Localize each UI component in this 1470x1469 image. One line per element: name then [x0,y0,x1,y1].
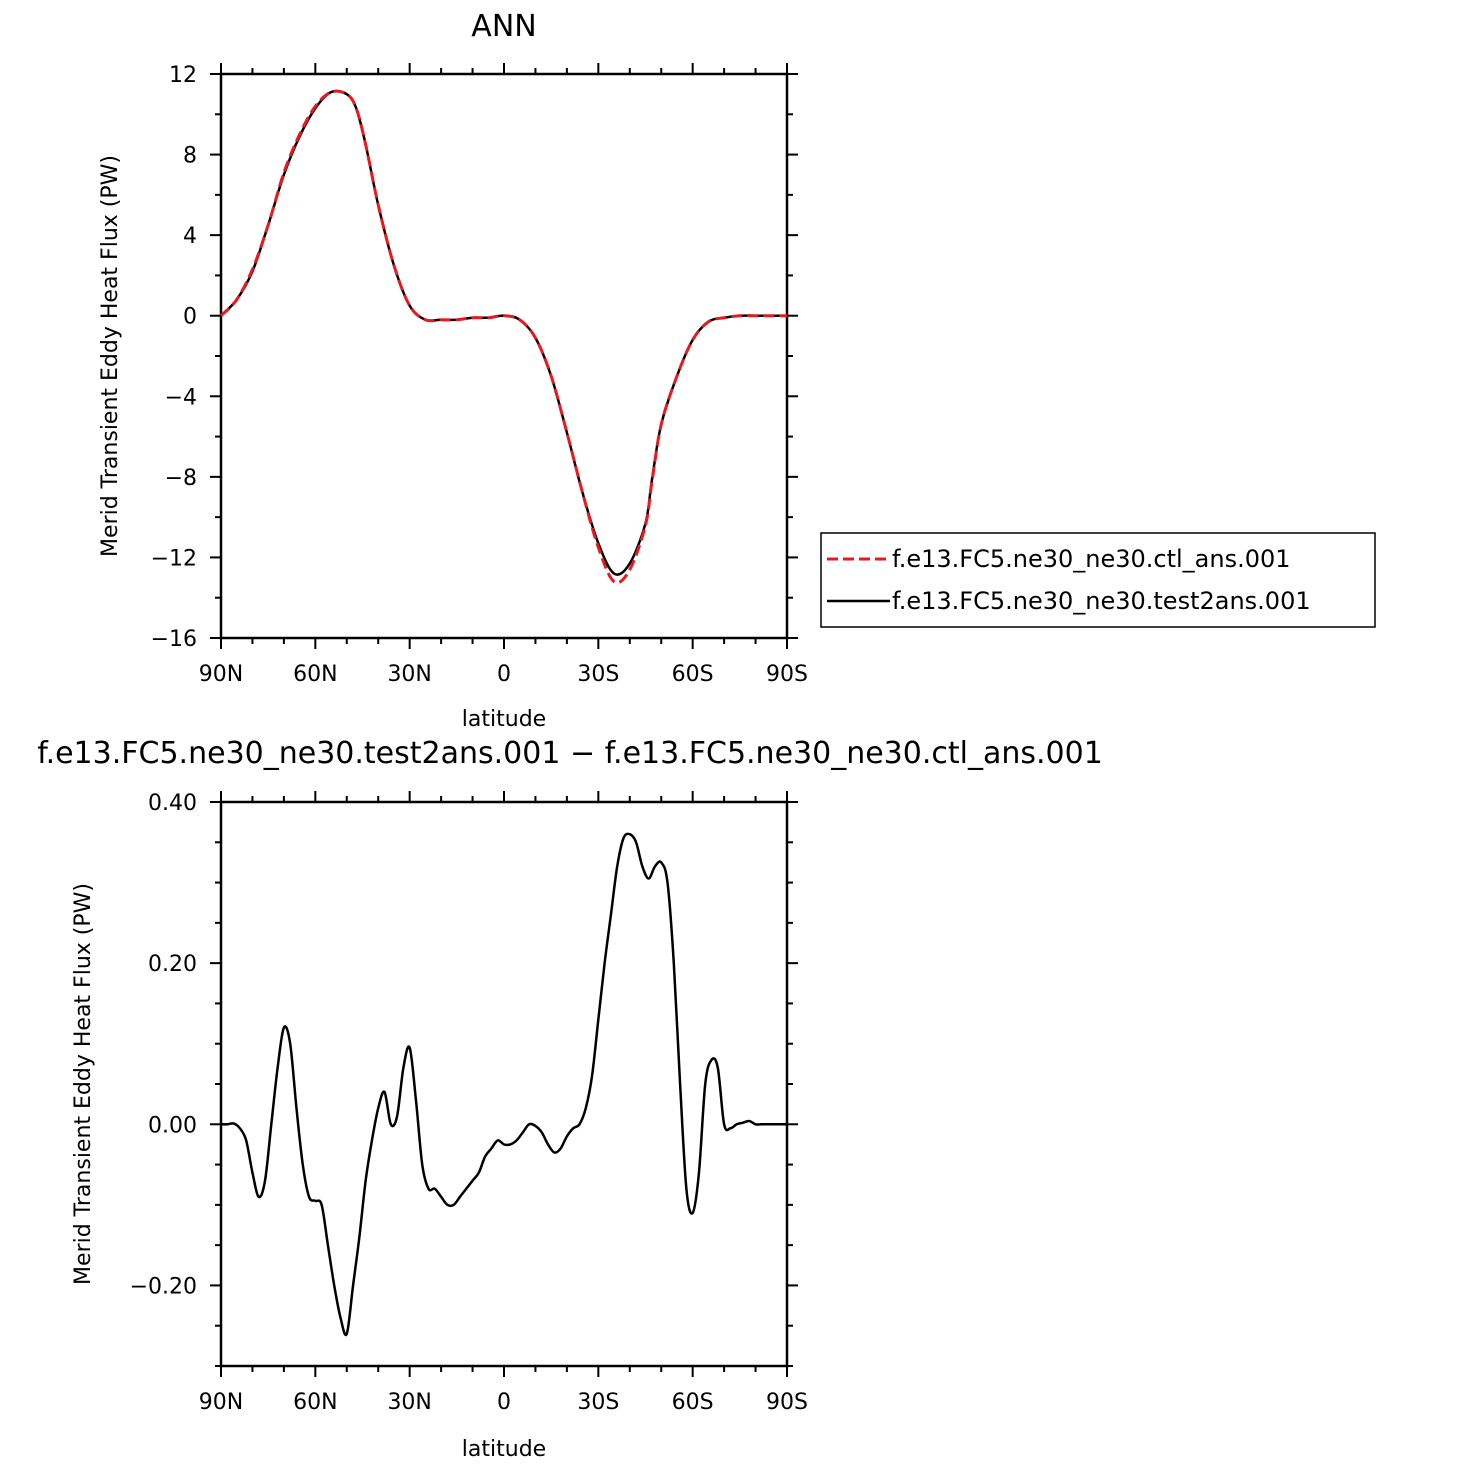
x-tick-label: 0 [497,662,511,687]
y-tick-label: 4 [183,224,197,249]
y-tick-label: −16 [151,627,197,652]
legend-box [820,532,1376,628]
chart-bottom-lines [220,832,787,1337]
x-tick-label: 90N [199,662,243,687]
chart-bottom-ticks: 90N 60N 30N 0 30S 60S 90S 0.40 0.20 0.00 −0.20 [130,791,808,1415]
y-tick-label: 8 [183,144,197,169]
x-tick-label: 90S [766,1390,808,1415]
y-tick-label: 0.20 [148,952,197,977]
x-tick-label: 30N [387,662,431,687]
chart-bottom-y-axis-label: Merid Transient Eddy Heat Flux (PW) [71,883,96,1285]
y-tick-label: 0.40 [148,791,197,816]
x-tick-label: 0 [497,1390,511,1415]
x-tick-label: 60S [672,662,714,687]
legend-label-test2: f.e13.FC5.ne30_ne30.test2ans.001 [892,587,1311,615]
chart-top-x-axis-label: latitude [462,707,546,732]
series-line-0 [220,89,787,576]
x-tick-label: 60N [293,1390,337,1415]
series-line-0 [220,832,787,1337]
y-tick-label: −4 [165,385,197,410]
legend-label-ctl: f.e13.FC5.ne30_ne30.ctl_ans.001 [892,545,1291,573]
y-tick-label: 0.00 [148,1113,197,1138]
x-tick-label: 60N [293,662,337,687]
chart-bottom-title: f.e13.FC5.ne30_ne30.test2ans.001 − f.e13… [37,736,1103,771]
y-tick-label: 0 [183,305,197,330]
chart-bottom-x-axis-label: latitude [462,1437,546,1462]
legend: f.e13.FC5.ne30_ne30.ctl_ans.001 f.e13.FC… [820,532,1376,628]
chart-top-y-axis-label: Merid Transient Eddy Heat Flux (PW) [98,155,123,557]
series-line-1 [219,89,787,585]
chart-top-title: ANN [471,9,536,44]
y-tick-label: −0.20 [130,1274,197,1299]
chart-top-ticks: 90N 60N 30N 0 30S 60S 90S 12 8 4 0 −4 −8 −12 −16 [151,63,808,687]
chart-bottom: f.e13.FC5.ne30_ne30.test2ans.001 − f.e13… [37,736,1103,1462]
x-tick-label: 30N [387,1390,431,1415]
chart-top-frame [219,72,789,640]
x-tick-label: 90N [199,1390,243,1415]
chart-bottom-frame [219,800,789,1368]
chart-top-lines [219,89,787,585]
x-tick-label: 90S [766,662,808,687]
x-tick-label: 30S [577,1390,619,1415]
y-tick-label: 12 [169,63,197,88]
y-tick-label: −12 [151,546,197,571]
chart-top: ANN 90N 60N 30N 0 30S 60S 90S 12 8 4 0 −4 −8 −12 −16 l… [98,9,808,732]
y-tick-label: −8 [165,466,197,491]
x-tick-label: 60S [672,1390,714,1415]
x-tick-label: 30S [577,662,619,687]
